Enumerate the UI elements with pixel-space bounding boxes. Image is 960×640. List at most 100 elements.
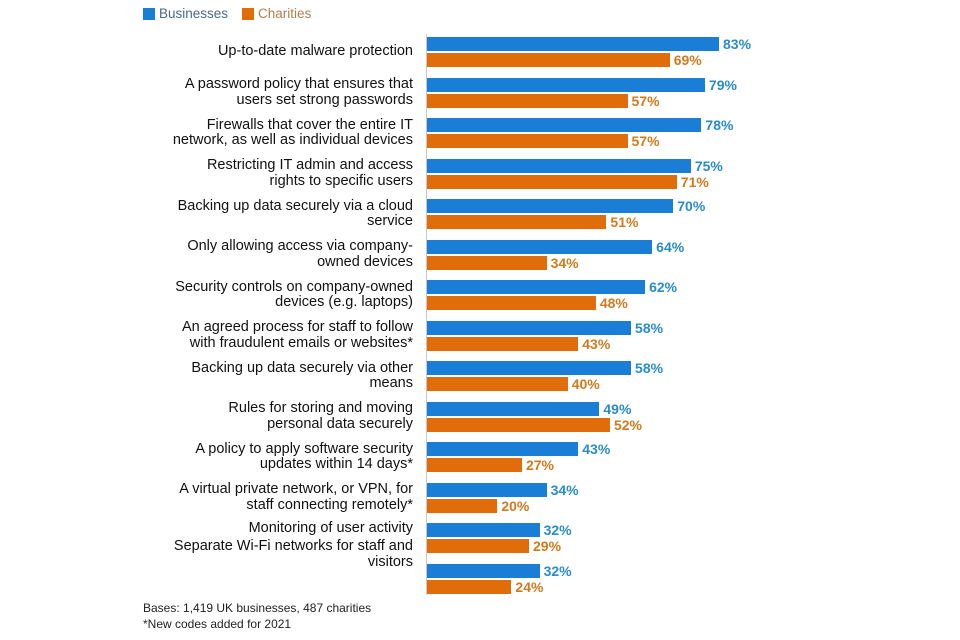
bar-businesses: [427, 563, 540, 578]
data-label-charities: 57%: [631, 133, 660, 149]
bar-businesses: [427, 361, 632, 375]
bar-charities: [427, 458, 522, 472]
category-label: Monitoring of user activity: [113, 521, 413, 537]
legend-swatch-charities: [242, 7, 255, 20]
category-label: A virtual private network, or VPN, for st…: [113, 481, 413, 513]
bar-charities: [427, 93, 628, 108]
bar-businesses: [427, 523, 540, 537]
category-label-line: rights to specific users: [269, 172, 413, 189]
footnote-new-codes: *New codes added for 2021: [143, 617, 292, 631]
category-label-line: personal data securely: [267, 415, 413, 432]
bar-businesses: [427, 280, 646, 294]
legend-item-charities: Charities: [242, 6, 311, 21]
bar-charities: [427, 215, 607, 229]
bar-charities: [427, 498, 498, 513]
bar-businesses: [427, 37, 719, 51]
data-label-charities: 34%: [550, 254, 579, 271]
category-label: An agreed process for staff to follow wit…: [113, 319, 413, 351]
category-label: Firewalls that cover the entire IT networ…: [113, 116, 413, 149]
category-label: Security controls on company-owned device…: [113, 278, 413, 311]
category-label-line: Backing up data securely via other: [191, 359, 413, 376]
bar-charities: [427, 539, 530, 553]
data-label-charities: 48%: [599, 295, 628, 311]
legend-label-charities: Charities: [258, 6, 312, 21]
category-label: Restricting IT admin and access rights to…: [113, 157, 413, 189]
category-label-line: network, as well as individual devices: [172, 132, 413, 148]
legend-label-businesses: Businesses: [159, 6, 229, 21]
bar-businesses: [427, 77, 705, 92]
category-label-line: An agreed process for staff to follow: [181, 319, 413, 335]
category-label-line: Security controls on company-owned: [175, 278, 413, 295]
bar-charities: [427, 579, 512, 594]
data-label-charities: 57%: [631, 92, 660, 109]
data-label-businesses: 78%: [705, 117, 734, 133]
data-label-businesses: 70%: [677, 198, 706, 214]
category-label-line: Rules for storing and moving: [228, 400, 413, 416]
data-label-charities: 20%: [501, 497, 530, 514]
data-label-charities: 69%: [673, 52, 702, 68]
bar-charities: [427, 174, 677, 189]
data-label-charities: 52%: [613, 416, 642, 433]
data-label-charities: 51%: [610, 214, 639, 230]
category-label: Backing up data securely via a cloud serv…: [113, 197, 413, 230]
bar-businesses: [427, 320, 632, 335]
data-label-charities: 43%: [582, 335, 611, 352]
data-label-charities: 29%: [533, 538, 562, 554]
data-label-businesses: 34%: [550, 481, 579, 498]
data-label-businesses: 64%: [656, 238, 685, 255]
data-label-charities: 27%: [525, 457, 555, 473]
category-label-line: Only allowing access via company-: [187, 238, 413, 254]
category-label-line: updates within 14 days*: [259, 456, 413, 472]
bar-businesses: [427, 442, 579, 456]
data-label-businesses: 32%: [543, 562, 572, 579]
category-label: Rules for storing and moving personal dat…: [113, 400, 413, 432]
category-label: A password policy that ensures that users…: [113, 76, 414, 108]
category-label: Only allowing access via company-owned d…: [113, 238, 413, 270]
category-label: Separate Wi-Fi networks for staff and vis…: [113, 538, 413, 570]
category-label-line: Restricting IT admin and access: [206, 157, 413, 173]
category-label-line: visitors: [367, 553, 413, 570]
data-label-businesses: 32%: [543, 522, 572, 538]
category-label: Up-to-date malware protection: [113, 44, 413, 60]
category-label-line: Backing up data securely via a cloud: [177, 197, 413, 214]
bar-charities: [427, 134, 628, 148]
data-label-businesses: 58%: [635, 319, 664, 336]
category-label-line: A policy to apply software security: [195, 440, 413, 457]
category-label: A policy to apply software security updat…: [113, 440, 413, 473]
category-label: Backing up data securely via other means: [113, 359, 413, 392]
category-axis-line: [426, 34, 427, 595]
category-label-line: Firewalls that cover the entire IT: [206, 116, 413, 133]
bar-businesses: [427, 482, 547, 497]
chart-legend: Businesses Charities: [143, 6, 311, 21]
category-label-line: users set strong passwords: [236, 91, 414, 108]
category-label-line: Up-to-date malware protection: [217, 43, 413, 60]
legend-swatch-businesses: [143, 7, 155, 20]
bar-businesses: [427, 401, 600, 416]
data-label-businesses: 58%: [635, 360, 664, 376]
category-label-line: owned devices: [317, 253, 413, 270]
category-label-line: Separate Wi-Fi networks for staff and: [173, 538, 413, 554]
data-label-charities: 24%: [515, 578, 544, 595]
footnote-bases: Bases: 1,419 UK businesses, 487 charitie…: [143, 601, 372, 615]
data-label-businesses: 49%: [603, 400, 632, 417]
category-label-line: Monitoring of user activity: [248, 520, 413, 537]
bar-charities: [427, 417, 610, 432]
data-label-charities: 40%: [571, 376, 600, 392]
data-label-businesses: 62%: [649, 279, 678, 295]
bar-charities: [427, 255, 547, 270]
category-label-line: A virtual private network, or VPN, for: [179, 481, 413, 497]
data-label-businesses: 83%: [723, 36, 752, 52]
bar-charities: [427, 336, 579, 351]
data-label-businesses: 79%: [708, 76, 737, 93]
bar-businesses: [427, 118, 702, 132]
category-label-line: with fraudulent emails or websites*: [189, 334, 413, 351]
bar-charities: [427, 296, 596, 310]
data-label-businesses: 43%: [582, 441, 611, 457]
category-label-line: means: [369, 375, 413, 391]
bar-businesses: [427, 199, 674, 213]
bar-charities: [427, 377, 568, 391]
category-label-line: service: [367, 213, 413, 229]
bar-businesses: [427, 158, 691, 173]
bar-businesses: [427, 239, 653, 254]
category-label-line: devices (e.g. laptops): [275, 294, 413, 310]
